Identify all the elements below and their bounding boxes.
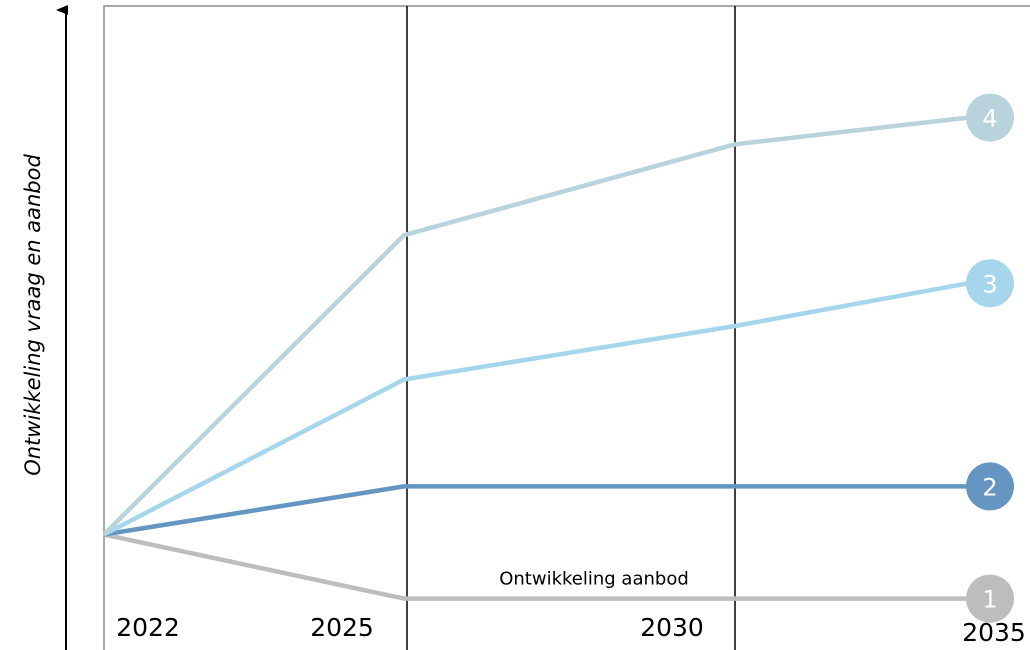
x-tick-label-2025: 2025 <box>310 613 374 642</box>
series-badge-label-2: 2 <box>982 473 997 501</box>
series-badge-3: 3 <box>966 259 1014 308</box>
series-badge-label-1: 1 <box>982 586 997 614</box>
y-axis-label: Ontwikkeling vraag en aanbod <box>21 154 45 476</box>
series-badge-circle-4 <box>966 93 1014 142</box>
series-badge-2: 2 <box>966 462 1014 511</box>
series-lines <box>102 115 969 601</box>
plot-frame <box>103 5 1030 650</box>
series-line-2 <box>103 484 968 537</box>
series-badge-label-4: 4 <box>982 105 997 133</box>
series-badges: 1 2 3 4 <box>966 93 1014 623</box>
x-tick-label-2035: 2035 <box>962 618 1026 647</box>
series-badge-circle-2 <box>966 462 1014 511</box>
x-tick-label-2030: 2030 <box>640 613 704 642</box>
series-line-3 <box>102 281 969 537</box>
x-tick-label-2022: 2022 <box>116 613 180 642</box>
series-badge-4: 4 <box>966 93 1014 142</box>
series-badge-circle-1 <box>966 574 1014 623</box>
series-badge-label-3: 3 <box>982 270 997 298</box>
series-line-4 <box>102 115 969 537</box>
series-badge-1: 1 <box>966 574 1014 623</box>
series-badge-circle-3 <box>966 259 1014 308</box>
annotation-ontwikkeling-aanbod: Ontwikkeling aanbod <box>499 569 689 590</box>
series-line-1 <box>103 532 968 601</box>
